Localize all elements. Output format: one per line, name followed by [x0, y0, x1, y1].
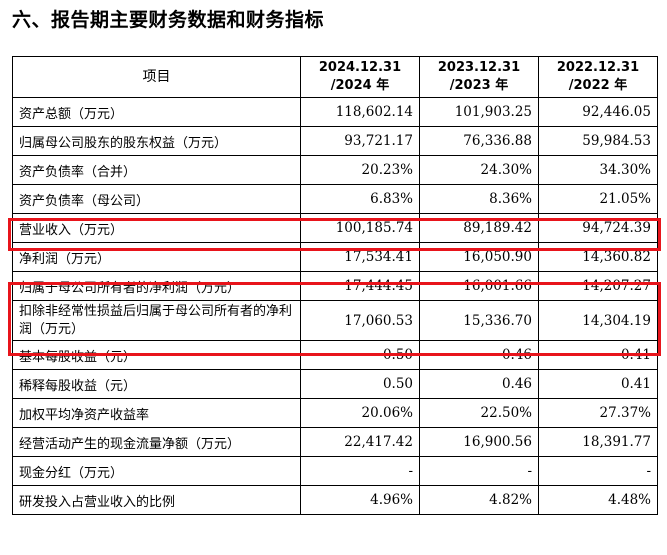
value-2022: 34.30%: [538, 155, 658, 185]
value-2023: 16,001.66: [419, 271, 539, 301]
header-2024: 2024.12.31 /2024 年: [300, 56, 420, 98]
value-2023: 0.46: [419, 369, 539, 399]
value-2022: 27.37%: [538, 398, 658, 428]
value-2022: 94,724.39: [538, 213, 658, 243]
row-label: 现金分红（万元）: [12, 456, 301, 486]
header-2022-date: 2022.12.31: [556, 60, 640, 75]
table-row: 归属于母公司所有者的净利润（万元） 17,444.45 16,001.66 14…: [12, 271, 658, 301]
header-2022: 2022.12.31 /2022 年: [538, 56, 658, 98]
row-label: 经营活动产生的现金流量净额（万元）: [12, 427, 301, 457]
value-2023: 16,900.56: [419, 427, 539, 457]
value-2024: 20.23%: [300, 155, 420, 185]
value-2022: 0.41: [538, 340, 658, 370]
value-2022: -: [538, 456, 658, 486]
table-header-row: 项目 2024.12.31 /2024 年 2023.12.31 /2023 年…: [12, 56, 658, 98]
value-2024: 4.96%: [300, 485, 420, 515]
value-2024: 100,185.74: [300, 213, 420, 243]
row-label: 资产负债率（母公司）: [12, 184, 301, 214]
table-row: 基本每股收益（元） 0.50 0.46 0.41: [12, 340, 658, 370]
header-2023: 2023.12.31 /2023 年: [419, 56, 539, 98]
value-2022: 59,984.53: [538, 126, 658, 156]
header-2023-date: 2023.12.31: [437, 60, 521, 75]
table-row: 资产总额（万元） 118,602.14 101,903.25 92,446.05: [12, 97, 658, 127]
row-label: 扣除非经常性损益后归属于母公司所有者的净利润（万元）: [12, 300, 301, 341]
value-2022: 14,304.19: [538, 300, 658, 341]
table-row: 研发投入占营业收入的比例 4.96% 4.82% 4.48%: [12, 485, 658, 515]
row-label: 净利润（万元）: [12, 242, 301, 272]
value-2022: 92,446.05: [538, 97, 658, 127]
section-title: 六、报告期主要财务数据和财务指标: [12, 9, 325, 31]
value-2023: -: [419, 456, 539, 486]
value-2024: 20.06%: [300, 398, 420, 428]
header-2023-year: /2023 年: [449, 78, 509, 93]
value-2024: 22,417.42: [300, 427, 420, 457]
value-2023: 22.50%: [419, 398, 539, 428]
financial-indicators-table: 项目 2024.12.31 /2024 年 2023.12.31 /2023 年…: [12, 56, 658, 515]
value-2023: 24.30%: [419, 155, 539, 185]
value-2023: 16,050.90: [419, 242, 539, 272]
row-label: 资产负债率（合并）: [12, 155, 301, 185]
value-2024: 6.83%: [300, 184, 420, 214]
row-label: 归属于母公司所有者的净利润（万元）: [12, 271, 301, 301]
table-row: 加权平均净资产收益率 20.06% 22.50% 27.37%: [12, 398, 658, 428]
table-row: 资产负债率（合并） 20.23% 24.30% 34.30%: [12, 155, 658, 185]
header-item: 项目: [12, 56, 301, 98]
value-2024: -: [300, 456, 420, 486]
row-label: 营业收入（万元）: [12, 213, 301, 243]
value-2022: 14,360.82: [538, 242, 658, 272]
table-row: 归属母公司股东的股东权益（万元） 93,721.17 76,336.88 59,…: [12, 126, 658, 156]
value-2023: 89,189.42: [419, 213, 539, 243]
table-row: 净利润（万元） 17,534.41 16,050.90 14,360.82: [12, 242, 658, 272]
row-label: 基本每股收益（元）: [12, 340, 301, 370]
value-2022: 4.48%: [538, 485, 658, 515]
value-2024: 17,444.45: [300, 271, 420, 301]
value-2023: 8.36%: [419, 184, 539, 214]
value-2024: 93,721.17: [300, 126, 420, 156]
value-2024: 0.50: [300, 340, 420, 370]
value-2024: 17,060.53: [300, 300, 420, 341]
table-row: 营业收入（万元） 100,185.74 89,189.42 94,724.39: [12, 213, 658, 243]
value-2023: 76,336.88: [419, 126, 539, 156]
value-2023: 101,903.25: [419, 97, 539, 127]
value-2022: 21.05%: [538, 184, 658, 214]
row-label: 稀释每股收益（元）: [12, 369, 301, 399]
table-row: 现金分红（万元） - - -: [12, 456, 658, 486]
row-label: 归属母公司股东的股东权益（万元）: [12, 126, 301, 156]
value-2022: 0.41: [538, 369, 658, 399]
row-label: 资产总额（万元）: [12, 97, 301, 127]
value-2022: 14,207.27: [538, 271, 658, 301]
row-label: 研发投入占营业收入的比例: [12, 485, 301, 515]
row-label: 加权平均净资产收益率: [12, 398, 301, 428]
header-2022-year: /2022 年: [568, 78, 628, 93]
value-2023: 4.82%: [419, 485, 539, 515]
table-row: 资产负债率（母公司） 6.83% 8.36% 21.05%: [12, 184, 658, 214]
value-2024: 118,602.14: [300, 97, 420, 127]
table-row: 扣除非经常性损益后归属于母公司所有者的净利润（万元） 17,060.53 15,…: [12, 300, 658, 341]
value-2022: 18,391.77: [538, 427, 658, 457]
value-2023: 15,336.70: [419, 300, 539, 341]
value-2024: 0.50: [300, 369, 420, 399]
header-2024-year: /2024 年: [330, 78, 390, 93]
value-2023: 0.46: [419, 340, 539, 370]
header-2024-date: 2024.12.31: [318, 60, 402, 75]
value-2024: 17,534.41: [300, 242, 420, 272]
table-row: 经营活动产生的现金流量净额（万元） 22,417.42 16,900.56 18…: [12, 427, 658, 457]
table-row: 稀释每股收益（元） 0.50 0.46 0.41: [12, 369, 658, 399]
